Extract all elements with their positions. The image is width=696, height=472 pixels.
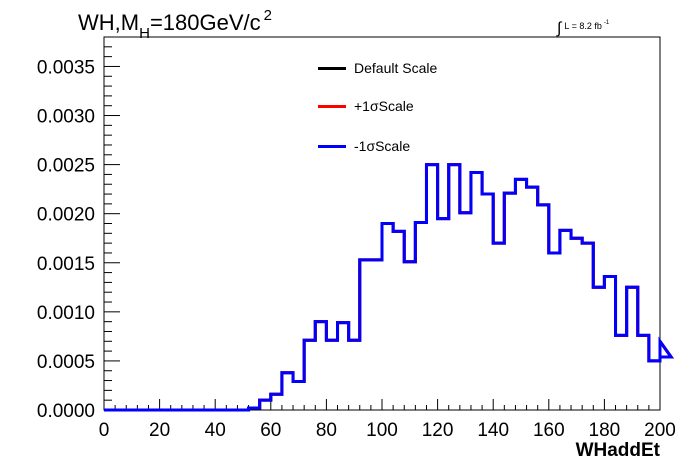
x-tick-label: 60 <box>260 420 281 441</box>
x-tick-label: 80 <box>316 420 337 441</box>
x-axis-ticks: 0 20 40 60 80 100 120 140 160 180 200 <box>99 399 676 441</box>
lumi-superscript: -1 <box>603 20 610 26</box>
title-superscript: 2 <box>263 7 272 24</box>
x-tick-label: 20 <box>149 420 170 441</box>
y-tick-label: 0.0005 <box>37 352 95 373</box>
luminosity-label: ∫ L = 8.2 fb -1 <box>557 16 610 37</box>
y-tick-label: 0.0035 <box>37 57 95 78</box>
x-tick-label: 140 <box>477 420 509 441</box>
x-tick-label: 180 <box>589 420 621 441</box>
y-tick-label: 0.0015 <box>37 254 95 275</box>
x-axis-label: WHaddEt <box>575 440 660 461</box>
legend-swatch-default <box>318 66 346 70</box>
y-tick-label: 0.0025 <box>37 156 95 177</box>
legend-label-plus1sigma: +1σScale <box>354 98 414 114</box>
x-tick-label: 120 <box>422 420 454 441</box>
y-tick-label: 0.0010 <box>37 303 95 324</box>
series-lines <box>104 163 675 412</box>
chart-title: WH,MH=180GeV/c 2 <box>78 7 272 42</box>
series-line-minus1sigma <box>104 163 675 412</box>
x-tick-label: 200 <box>644 420 676 441</box>
legend-label-minus1sigma: -1σScale <box>354 138 411 154</box>
y-axis-ticks: 0.0000 0.0005 0.0010 0.0015 0.0020 0.0025 0.00… <box>37 36 120 422</box>
legend-item-minus1sigma: -1σScale <box>318 138 410 154</box>
series-line-default <box>104 163 675 412</box>
title-mid: =180GeV/c <box>149 10 261 35</box>
legend-swatch-minus1sigma <box>318 144 346 148</box>
title-subscript: H <box>139 25 150 42</box>
x-tick-label: 100 <box>366 420 398 441</box>
series-line-plus1sigma <box>104 163 675 412</box>
x-tick-label: 0 <box>99 420 110 441</box>
integral-symbol: ∫ <box>557 20 562 37</box>
legend-item-plus1sigma: +1σScale <box>318 98 414 114</box>
legend-label-default: Default Scale <box>354 60 438 76</box>
title-pre: WH,M <box>78 10 140 35</box>
legend-item-default: Default Scale <box>318 60 437 76</box>
legend-swatch-plus1sigma <box>318 104 346 108</box>
y-tick-label: 0.0030 <box>37 107 95 128</box>
x-tick-label: 160 <box>533 420 565 441</box>
y-tick-label: 0.0020 <box>37 205 95 226</box>
x-tick-label: 40 <box>205 420 226 441</box>
lumi-text: L = 8.2 fb <box>564 21 602 31</box>
y-tick-label: 0.0000 <box>37 401 95 422</box>
